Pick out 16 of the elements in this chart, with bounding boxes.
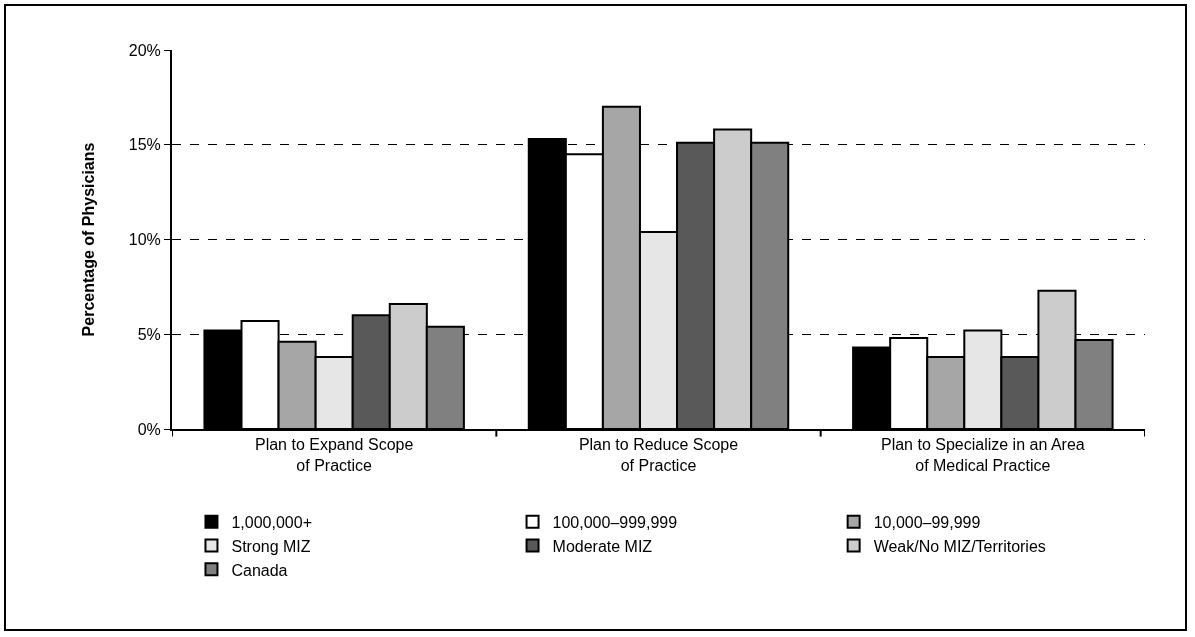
- y-tick-label: 0%: [137, 420, 161, 438]
- legend-label: Strong MIZ: [231, 537, 311, 555]
- legend-label: Weak/No MIZ/Territories: [873, 537, 1046, 555]
- y-axis-title: Percentage of Physicians: [80, 142, 98, 337]
- legend-label: 100,000–999,999: [552, 513, 678, 531]
- y-tick-label: 20%: [128, 41, 161, 59]
- y-tick-label: 15%: [128, 136, 161, 154]
- legend-label: Moderate MIZ: [552, 537, 653, 555]
- legend-label: 1,000,000+: [231, 513, 312, 531]
- x-tick-label: Plan to Expand Scope of Practice: [255, 436, 414, 474]
- x-tick-label: Plan to Reduce Scope of Practice: [578, 436, 739, 474]
- legend-label: Canada: [231, 561, 288, 579]
- y-tick-label: 10%: [128, 231, 161, 249]
- x-tick-label: Plan to Specialize in an Area of Medical Practice: [880, 436, 1085, 474]
- y-tick-label: 5%: [137, 325, 161, 343]
- legend-label: 10,000–99,999: [873, 513, 981, 531]
